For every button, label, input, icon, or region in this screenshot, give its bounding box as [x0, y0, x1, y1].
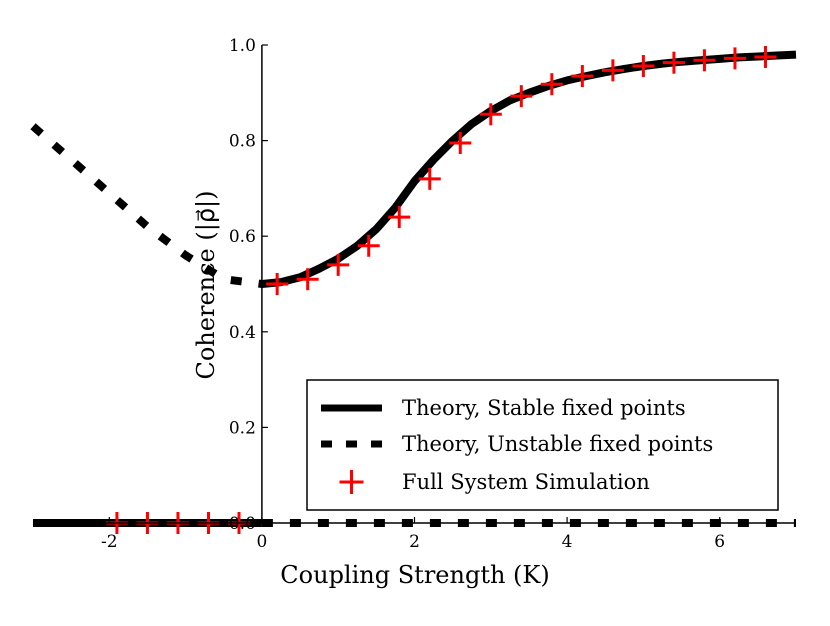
x-tick-label: 2 [409, 532, 420, 552]
simulation-point [632, 55, 655, 78]
x-tick-label: -2 [101, 532, 118, 552]
stable-line-segment-1 [261, 50, 797, 288]
simulation-point [601, 59, 624, 82]
simulation-point [510, 85, 533, 108]
y-tick-label: 0.8 [229, 132, 256, 152]
simulation-point [388, 206, 411, 229]
simulation-point [662, 51, 685, 74]
ticks-layer: -2 0 2 4 6 0.0 0.2 0.4 0.6 0.8 1.0 [101, 36, 725, 552]
x-tick-label: 4 [562, 532, 573, 552]
legend-box [306, 379, 779, 511]
simulation-point [449, 131, 472, 154]
x-tick-label: 0 [256, 532, 267, 552]
simulation-point [723, 47, 746, 70]
simulation-point [540, 73, 563, 96]
x-tick-label: 6 [714, 532, 725, 552]
unstable-line-segment-0 [30, 123, 263, 288]
legend-sample-simulation [339, 470, 364, 494]
simulation-point [418, 167, 441, 190]
y-tick-label: 0.2 [229, 418, 256, 438]
y-tick-label: 0.0 [229, 514, 256, 534]
y-tick-label: 1.0 [229, 36, 256, 56]
x-axis-label: Coupling Strength (K) [280, 561, 549, 589]
simulation-point [479, 103, 502, 126]
simulation-point [693, 49, 716, 72]
y-tick-label: 0.6 [229, 227, 256, 247]
simulation-point [266, 273, 289, 295]
simulation-point [296, 268, 319, 291]
y-axis-label: Coherence (|ρ⃗|) [192, 190, 221, 379]
legend-label-simulation: Full System Simulation [402, 470, 650, 494]
simulation-point [571, 65, 594, 88]
simulation-point [754, 45, 777, 68]
legend-label-unstable: Theory, Unstable fixed points [402, 432, 713, 456]
simulation-point [327, 253, 350, 276]
simulation-point [357, 234, 380, 257]
y-tick-label: 0.4 [229, 323, 256, 343]
legend-label-stable: Theory, Stable fixed points [402, 396, 686, 420]
legend: Theory, Stable fixed points Theory, Unst… [306, 379, 779, 511]
